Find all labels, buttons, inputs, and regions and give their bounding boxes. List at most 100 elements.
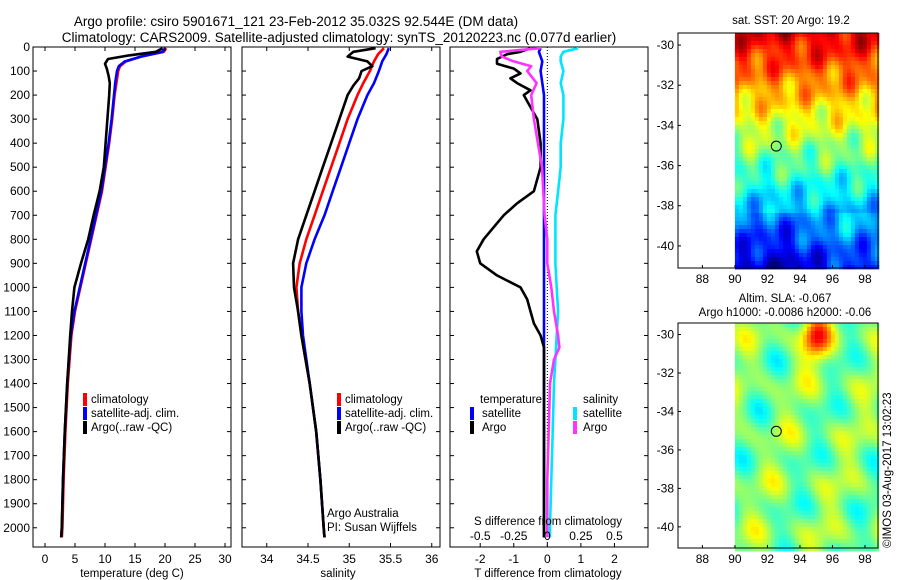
- map-cell: [738, 221, 744, 226]
- map-cell: [766, 459, 772, 464]
- map-cell: [742, 543, 748, 548]
- map-cell: [842, 359, 848, 364]
- map-cell: [870, 535, 876, 540]
- map-cell: [822, 161, 828, 166]
- y-tick-label: 1200: [3, 328, 30, 342]
- map-cell: [854, 261, 860, 266]
- map-cell: [834, 335, 840, 340]
- map-cell: [826, 391, 832, 396]
- map-cell: [834, 105, 840, 110]
- map-cell: [822, 419, 828, 424]
- map-cell: [778, 105, 784, 110]
- map-cell: [850, 443, 856, 448]
- map-cell: [818, 261, 824, 266]
- map-cell: [766, 347, 772, 352]
- map-cell: [826, 411, 832, 416]
- map-cell: [750, 431, 756, 436]
- map-cell: [794, 161, 800, 166]
- map-cell: [750, 351, 756, 356]
- map-cell: [782, 331, 788, 336]
- map-cell: [818, 69, 824, 74]
- map-cell: [866, 37, 872, 42]
- map-cell: [830, 257, 836, 262]
- map-cell: [758, 193, 764, 198]
- map-cell: [790, 411, 796, 416]
- map-cell: [750, 403, 756, 408]
- map-cell: [834, 93, 840, 98]
- map-cell: [766, 431, 772, 436]
- y-tick-label: -38: [657, 199, 675, 213]
- map-cell: [762, 165, 768, 170]
- map-cell: [774, 491, 780, 496]
- map-cell: [830, 245, 836, 250]
- map-cell: [786, 45, 792, 50]
- map-cell: [766, 265, 772, 270]
- map-cell: [862, 503, 868, 508]
- map-cell: [786, 487, 792, 492]
- map-cell: [862, 177, 868, 182]
- map-cell: [762, 65, 768, 70]
- map-cell: [774, 109, 780, 114]
- map-cell: [874, 399, 880, 404]
- map-cell: [778, 547, 784, 552]
- map-cell: [786, 73, 792, 78]
- map-cell: [786, 97, 792, 102]
- map-cell: [782, 327, 788, 332]
- map-cell: [814, 233, 820, 238]
- map-cell: [810, 201, 816, 206]
- map-cell: [806, 547, 812, 552]
- map-cell: [826, 447, 832, 452]
- map-cell: [866, 339, 872, 344]
- map-cell: [834, 511, 840, 516]
- map-cell: [790, 33, 796, 38]
- map-cell: [874, 105, 880, 110]
- map-cell: [798, 233, 804, 238]
- map-cell: [870, 399, 876, 404]
- map-cell: [762, 531, 768, 536]
- map-cell: [754, 109, 760, 114]
- map-cell: [866, 93, 872, 98]
- map-cell: [842, 265, 848, 270]
- map-cell: [750, 479, 756, 484]
- map-cell: [770, 535, 776, 540]
- map-cell: [826, 65, 832, 70]
- map-cell: [746, 335, 752, 340]
- map-cell: [810, 343, 816, 348]
- map-cell: [782, 343, 788, 348]
- map-cell: [758, 109, 764, 114]
- map-cell: [806, 471, 812, 476]
- map-cell: [738, 201, 744, 206]
- map-cell: [846, 89, 852, 94]
- map-cell: [782, 153, 788, 158]
- map-cell: [858, 241, 864, 246]
- map-cell: [742, 33, 748, 38]
- map-cell: [818, 77, 824, 82]
- map-cell: [778, 209, 784, 214]
- map-cell: [846, 387, 852, 392]
- map-cell: [854, 499, 860, 504]
- map-cell: [842, 233, 848, 238]
- map-cell: [874, 265, 880, 270]
- map-cell: [858, 519, 864, 524]
- map-cell: [846, 213, 852, 218]
- map-cell: [870, 49, 876, 54]
- map-cell: [738, 89, 744, 94]
- map-cell: [770, 121, 776, 126]
- map-cell: [818, 237, 824, 242]
- map-cell: [874, 403, 880, 408]
- map-cell: [862, 125, 868, 130]
- map-cell: [870, 93, 876, 98]
- map-cell: [862, 153, 868, 158]
- map-cell: [814, 475, 820, 480]
- map-cell: [850, 177, 856, 182]
- map-cell: [762, 133, 768, 138]
- map-cell: [842, 121, 848, 126]
- map-cell: [842, 125, 848, 130]
- map-cell: [766, 367, 772, 372]
- map-cell: [754, 249, 760, 254]
- map-cell: [750, 109, 756, 114]
- x-tick-label: 10: [98, 552, 112, 566]
- map-cell: [778, 81, 784, 86]
- map-cell: [762, 375, 768, 380]
- map-cell: [798, 395, 804, 400]
